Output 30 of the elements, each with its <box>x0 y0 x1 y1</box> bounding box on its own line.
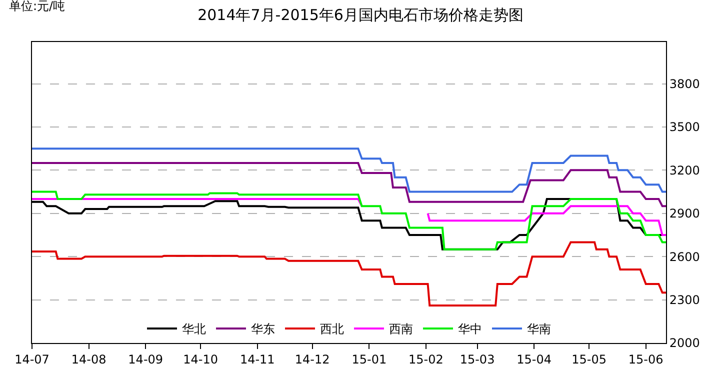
x-tick-label: 15-04 <box>516 352 552 366</box>
x-tick-label: 14-10 <box>183 352 218 366</box>
x-tick-label: 15-03 <box>460 352 495 366</box>
x-tick-label: 15-06 <box>628 352 664 366</box>
legend-label: 华南 <box>527 322 551 336</box>
y-tick-label: 2600 <box>669 250 700 264</box>
line-series <box>32 148 666 193</box>
x-tick-label: 14-07 <box>14 352 50 366</box>
line-series <box>32 241 666 307</box>
y-tick-label: 3800 <box>669 76 700 91</box>
legend-label: 华北 <box>182 322 206 336</box>
legend-label: 西北 <box>320 322 344 336</box>
y-tick-label: 3200 <box>669 163 700 178</box>
x-tick-label: 15-01 <box>352 352 387 366</box>
x-tick-label: 15-05 <box>572 352 606 366</box>
x-tick-label: 14-09 <box>128 352 164 366</box>
legend-label: 华中 <box>458 322 482 336</box>
x-tick-label: 14-11 <box>240 352 275 366</box>
legend-label: 华东 <box>251 322 275 336</box>
y-tick-label: 3500 <box>669 120 700 134</box>
legend-label: 西南 <box>389 322 413 336</box>
x-tick-label: 15-02 <box>408 352 444 366</box>
y-tick-label: 2300 <box>669 292 700 307</box>
y-tick-label: 2000 <box>669 336 700 350</box>
x-tick-label: 14-12 <box>294 352 330 366</box>
chart-title: 2014年7月-2015年6月国内电石市场价格走势图 <box>198 6 524 24</box>
x-tick-label: 14-08 <box>71 352 106 366</box>
text: 单位:元/吨 <box>9 0 66 13</box>
line-series <box>32 162 666 208</box>
y-tick-label: 2900 <box>669 206 700 221</box>
